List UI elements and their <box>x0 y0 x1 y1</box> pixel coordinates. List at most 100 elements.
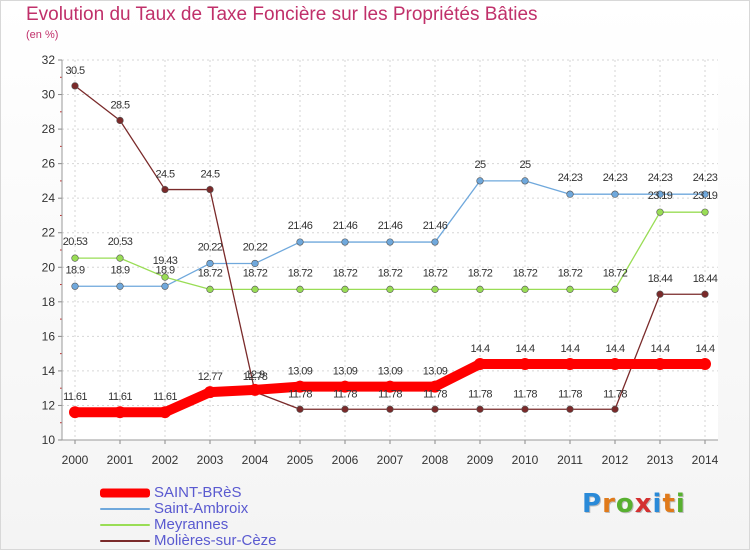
data-label: 24.23 <box>693 172 718 184</box>
data-point <box>204 386 216 399</box>
data-label: 18.9 <box>155 264 174 276</box>
data-label: 20.22 <box>198 241 223 253</box>
data-point <box>566 190 574 198</box>
data-point <box>341 405 349 413</box>
data-label: 18.9 <box>110 264 129 276</box>
data-point <box>384 380 396 393</box>
data-point <box>564 358 576 370</box>
data-label: 20.53 <box>108 236 133 248</box>
legend-label-molieres-sur-ceze: Molières-sur-Cèze <box>154 532 277 549</box>
y-tick-label: 20 <box>42 260 56 274</box>
data-point <box>69 406 81 419</box>
data-label: 21.46 <box>333 220 358 232</box>
data-label: 11.61 <box>108 391 132 403</box>
data-point <box>296 405 304 413</box>
data-label: 18.72 <box>288 267 313 279</box>
data-label: 11.78 <box>423 388 447 400</box>
logo-letter: t <box>662 489 676 519</box>
data-label: 18.44 <box>693 273 718 285</box>
x-tick-label: 2013 <box>647 453 674 467</box>
data-point <box>701 290 709 298</box>
data-point <box>476 177 484 185</box>
data-point <box>386 238 394 246</box>
proxiti-logo: Proxiti <box>582 489 686 519</box>
y-tick-label: 22 <box>42 226 56 240</box>
y-tick-label: 12 <box>42 398 56 412</box>
data-label: 18.44 <box>648 273 673 285</box>
data-point <box>521 177 529 185</box>
legend: SAINT-BRèS Saint-Ambroix Meyrannes Moliè… <box>100 484 340 549</box>
data-label: 11.61 <box>63 391 87 403</box>
data-point <box>116 282 124 290</box>
data-label: 11.78 <box>558 388 582 400</box>
data-point <box>296 238 304 246</box>
data-point <box>701 208 709 216</box>
x-tick-label: 2014 <box>692 453 719 467</box>
data-point <box>206 259 214 268</box>
data-point <box>521 405 529 413</box>
legend-swatch-saint-ambroix <box>100 508 150 510</box>
data-label: 19.43 <box>153 255 178 267</box>
legend-item-saint-ambroix: Saint-Ambroix <box>100 500 340 517</box>
legend-label-meyrannes: Meyrannes <box>154 516 229 533</box>
data-label: 12.9 <box>245 369 264 381</box>
data-point <box>431 285 439 293</box>
data-point <box>566 285 574 293</box>
legend-item-saint-bres: SAINT-BRèS <box>100 484 340 501</box>
x-tick-label: 2010 <box>512 453 539 467</box>
x-tick-label: 2005 <box>287 453 314 467</box>
data-label: 25 <box>519 159 531 171</box>
data-point <box>71 254 79 262</box>
data-point <box>474 358 486 370</box>
data-point <box>116 116 124 125</box>
y-tick-label: 16 <box>42 329 56 343</box>
data-label: 18.72 <box>603 267 628 279</box>
data-label: 24.5 <box>155 169 174 181</box>
data-label: 11.78 <box>378 388 402 400</box>
data-point <box>476 285 484 293</box>
data-label: 11.78 <box>333 388 357 400</box>
data-point <box>161 185 169 194</box>
data-point <box>71 82 79 90</box>
data-point <box>116 254 124 262</box>
data-point <box>431 238 439 246</box>
data-label: 18.72 <box>378 267 403 279</box>
data-point <box>429 380 441 393</box>
data-label: 24.23 <box>558 172 583 184</box>
x-tick-label: 2001 <box>107 453 134 467</box>
data-label: 18.72 <box>423 267 448 279</box>
data-point <box>476 405 484 413</box>
data-point <box>296 285 304 293</box>
data-point <box>611 190 619 198</box>
data-point <box>611 285 619 293</box>
data-point <box>206 185 214 194</box>
data-label: 12.77 <box>198 371 223 383</box>
data-point <box>341 285 349 293</box>
data-point <box>161 282 169 290</box>
data-point <box>71 282 79 290</box>
chart-title: Evolution du Taux de Taxe Foncière sur l… <box>26 4 538 25</box>
x-tick-label: 2006 <box>332 453 359 467</box>
y-tick-label: 32 <box>42 53 56 67</box>
data-label: 11.78 <box>288 388 312 400</box>
logo-letter: r <box>602 489 616 519</box>
y-tick-label: 30 <box>42 88 56 102</box>
logo-letter: o <box>615 489 635 519</box>
data-label: 14.4 <box>650 343 669 355</box>
data-label: 13.09 <box>423 366 448 378</box>
data-label: 14.4 <box>695 343 714 355</box>
data-point <box>656 190 664 198</box>
data-label: 18.9 <box>65 264 84 276</box>
data-point <box>609 358 621 370</box>
logo-letter: i <box>675 489 686 519</box>
data-label: 21.46 <box>423 220 448 232</box>
data-point <box>611 405 619 413</box>
data-label: 14.4 <box>515 343 534 355</box>
y-tick-label: 18 <box>42 295 56 309</box>
x-tick-label: 2004 <box>242 453 269 467</box>
data-label: 18.72 <box>243 267 268 279</box>
y-tick-label: 14 <box>42 364 56 378</box>
data-point <box>206 285 214 293</box>
data-label: 14.4 <box>560 343 579 355</box>
y-tick-label: 10 <box>42 433 56 447</box>
